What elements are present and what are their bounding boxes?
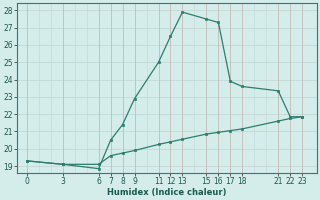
X-axis label: Humidex (Indice chaleur): Humidex (Indice chaleur) bbox=[107, 188, 227, 197]
